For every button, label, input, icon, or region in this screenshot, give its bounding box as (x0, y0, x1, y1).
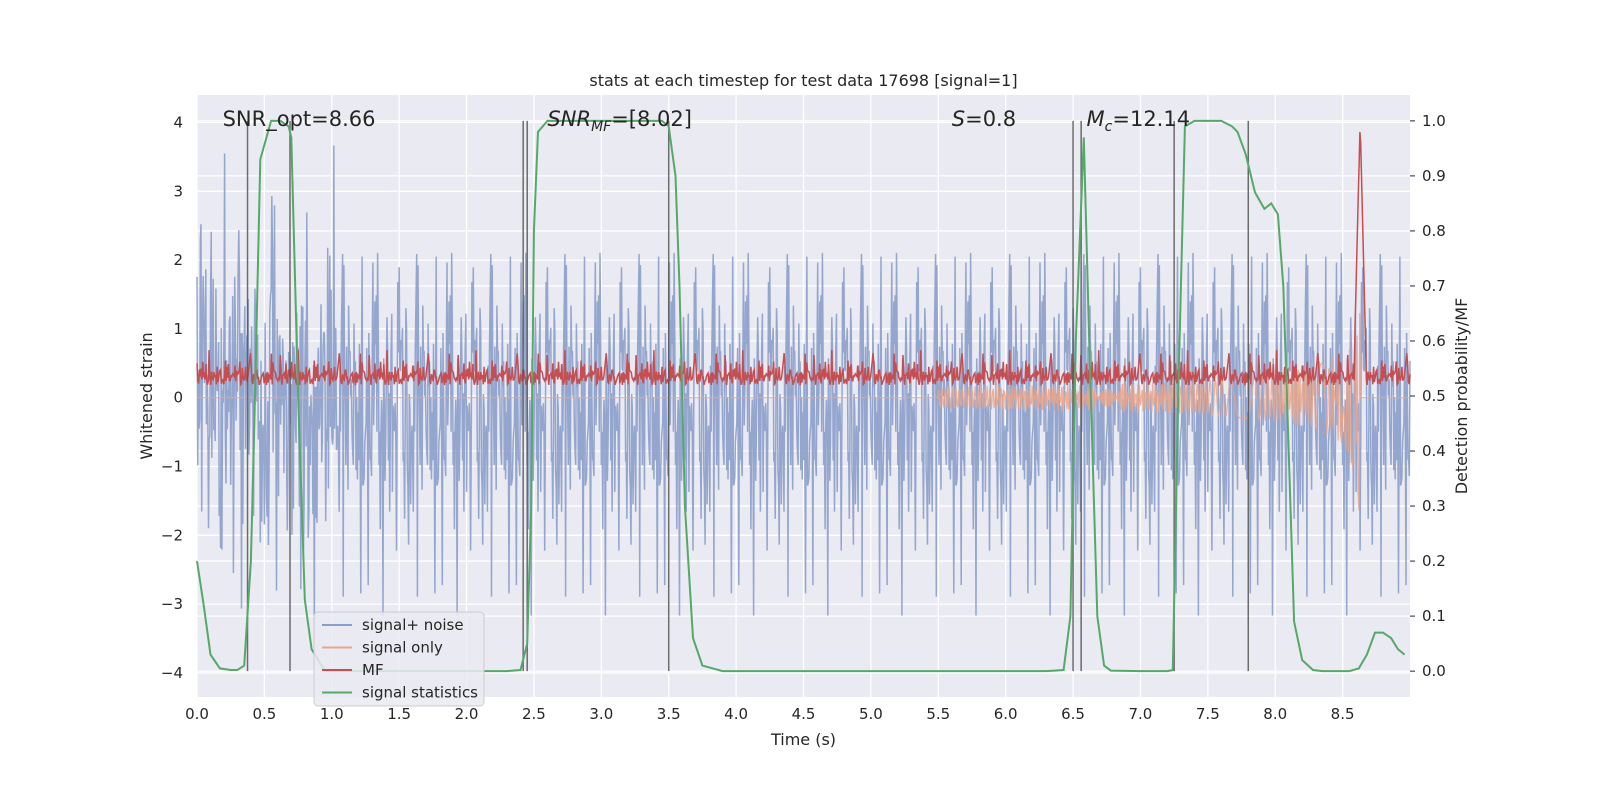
y2-tick-label: 1.0 (1422, 112, 1446, 130)
signal-noise-line (196, 145, 1411, 640)
annotation-text: SNRMF=[8.02] (547, 107, 692, 135)
annotation-text: Mc=12.14 (1087, 107, 1191, 135)
x-tick-label: 8.0 (1263, 705, 1287, 723)
x-tick-label: 0.5 (252, 705, 276, 723)
detection-markers (246, 120, 1250, 672)
legend-box (313, 611, 485, 707)
y2-tick-label: 0.4 (1422, 442, 1446, 460)
x-tick-label: 4.5 (792, 705, 816, 723)
y-tick-label: 3 (173, 182, 183, 200)
x-tick-label: 3.5 (657, 705, 681, 723)
annotation-text: SNR_opt=8.66 (223, 107, 376, 132)
chart-title: stats at each timestep for test data 176… (589, 71, 1017, 90)
legend-label-signal-only: signal only (362, 639, 443, 657)
legend: signal+ noise signal only MF signal stat… (313, 611, 485, 707)
y2-tick-label: 0.7 (1422, 277, 1446, 295)
annotation-subscript: MF (591, 119, 612, 135)
x-tick-label: 6.5 (1061, 705, 1085, 723)
x-tick-label: 5.5 (926, 705, 950, 723)
annotations: SNR_opt=8.66 SNRMF=[8.02] S=0.8 Mc=12.14 (223, 107, 1190, 135)
signal-noise-series (196, 145, 1411, 640)
y2-axis-label: Detection probability/MF (1452, 298, 1471, 495)
x-tick-label: 8.5 (1331, 705, 1355, 723)
legend-label-signal-statistics: signal statistics (362, 684, 478, 702)
y2-tick-label: 0.3 (1422, 497, 1446, 515)
signal-only-line (197, 313, 1410, 511)
annotation-subscript: c (1105, 119, 1113, 135)
y2-tick-label: 0.8 (1422, 222, 1446, 240)
y2-tick-label: 0.0 (1422, 662, 1446, 680)
annotation-value: =[8.02] (611, 107, 692, 131)
signal-only-series (197, 313, 1410, 511)
y2-tick-label: 0.2 (1422, 552, 1446, 570)
x-tick-label: 5.0 (859, 705, 883, 723)
x-axis-label: Time (s) (770, 730, 836, 749)
annotation-symbol: SNR (547, 107, 591, 131)
x-tick-label: 1.5 (387, 705, 411, 723)
x-tick-label: 3.0 (589, 705, 613, 723)
y-tick-label: 0 (173, 389, 183, 407)
annotation-value: =12.14 (1112, 107, 1190, 131)
y2-tick-label: 0.6 (1422, 332, 1446, 350)
x-tick-label: 2.0 (455, 705, 479, 723)
annotation-value: =0.8 (965, 107, 1016, 131)
y2-tick-label: 0.9 (1422, 167, 1446, 185)
axis-ticks: 0.0 0.5 1.0 1.5 2.0 2.5 3.0 3.5 4.0 4.5 5.0 5.5 6.0 6… (161, 112, 1446, 723)
annotation-text: S=0.8 (952, 107, 1016, 131)
x-tick-label: 7.5 (1196, 705, 1220, 723)
annotation-symbol: M (1087, 107, 1105, 131)
y2-tick-label: 0.1 (1422, 607, 1446, 625)
signal-statistics-series (196, 119, 1406, 673)
y-tick-label: 2 (173, 251, 183, 269)
y-tick-label: 1 (173, 320, 183, 338)
y2-tick-label: 0.5 (1422, 387, 1446, 405)
x-tick-label: 6.0 (994, 705, 1018, 723)
y-tick-label: −2 (161, 526, 183, 544)
signal-statistics-line (196, 119, 1406, 673)
x-tick-label: 7.0 (1129, 705, 1153, 723)
legend-label-mf: MF (362, 661, 384, 679)
x-tick-label: 4.0 (724, 705, 748, 723)
mf-line (196, 131, 1411, 387)
y-tick-label: −3 (161, 595, 183, 613)
y-axis-label: Whitened strain (137, 332, 156, 459)
mf-series (196, 131, 1411, 387)
legend-label-signal-noise: signal+ noise (362, 616, 464, 634)
x-tick-label: 1.0 (320, 705, 344, 723)
annotation-symbol: S (952, 107, 965, 131)
x-tick-label: 0.0 (185, 705, 209, 723)
y-tick-label: −1 (161, 458, 183, 476)
x-tick-label: 2.5 (522, 705, 546, 723)
y-tick-label: −4 (161, 664, 183, 682)
y-tick-label: 4 (173, 114, 183, 132)
